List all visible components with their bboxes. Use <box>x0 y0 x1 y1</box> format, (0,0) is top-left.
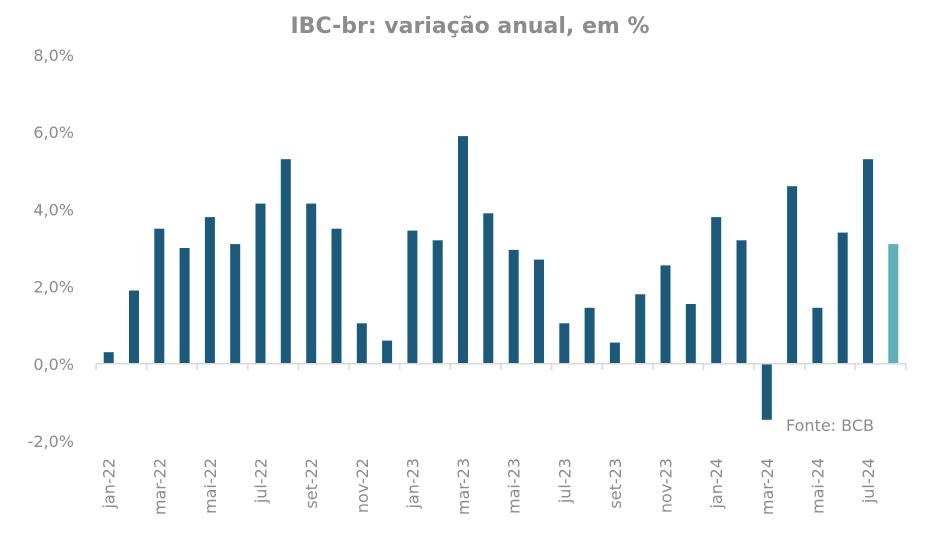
x-tick-label: set-22 <box>302 458 321 509</box>
bar-jul-24 <box>863 159 873 364</box>
y-tick-label: 8,0% <box>33 46 74 65</box>
bar-dez-22 <box>382 340 393 364</box>
x-tick-label: jul-23 <box>555 458 574 504</box>
bar-mai-24 <box>812 307 823 364</box>
x-tick-label: mar-24 <box>758 458 777 515</box>
bar-abr-23 <box>483 213 494 364</box>
bar-out-22 <box>331 228 342 364</box>
bar-abr-22 <box>179 248 190 364</box>
x-axis <box>95 363 907 370</box>
bar-fev-23 <box>432 240 443 364</box>
x-tick-label: jan-23 <box>403 458 422 510</box>
bar-fev-22 <box>129 290 139 364</box>
bar-set-22 <box>306 203 317 364</box>
x-tick-label: set-23 <box>606 458 625 509</box>
x-tick-label: mai-24 <box>808 458 827 514</box>
y-axis-ticks: -2,0% 0,0% 2,0% 4,0% 6,0% 8,0% <box>28 46 74 451</box>
x-tick-label: mar-23 <box>454 458 473 515</box>
y-tick-label: 4,0% <box>33 200 74 219</box>
bar-abr-24 <box>787 186 798 364</box>
bar-jun-23 <box>534 259 544 364</box>
y-tick-label: 2,0% <box>33 278 74 297</box>
y-tick-label: 6,0% <box>33 123 74 142</box>
x-tick-label: jul-24 <box>859 458 878 504</box>
x-tick-label: jul-22 <box>252 458 271 504</box>
bar-jan-22 <box>103 352 114 364</box>
bar-dez-23 <box>685 304 696 364</box>
bar-nov-23 <box>660 265 671 364</box>
bar-jun-22 <box>230 244 241 364</box>
bar-nov-22 <box>356 323 367 364</box>
bar-jun-24 <box>837 232 848 364</box>
bar-mai-23 <box>508 249 519 364</box>
bars <box>103 136 899 420</box>
bar-ago-22 <box>280 159 291 364</box>
x-tick-label: jan-22 <box>100 458 119 510</box>
y-tick-label: 0,0% <box>33 355 74 374</box>
bar-jul-23 <box>559 323 570 364</box>
bar-out-23 <box>635 294 646 364</box>
source-note: Fonte: BCB <box>786 416 874 435</box>
bar-ago-23 <box>584 307 595 364</box>
bar-mar-23 <box>458 136 468 364</box>
bar-mar-22 <box>154 228 165 364</box>
x-tick-label: nov-22 <box>353 458 372 513</box>
x-axis-ticks: jan-22 mar-22 mai-22 jul-22 set-22 nov-22 jan-… <box>100 458 878 515</box>
bar-set-23 <box>609 342 620 364</box>
bar-jan-24 <box>711 217 722 364</box>
y-tick-label: -2,0% <box>28 432 74 451</box>
bar-ago-24 <box>888 244 899 364</box>
x-tick-label: mai-22 <box>201 458 220 514</box>
bar-fev-24 <box>736 240 747 364</box>
x-tick-label: nov-23 <box>657 458 676 513</box>
x-tick-label: mai-23 <box>505 458 524 514</box>
chart-title: IBC-br: variação anual, em % <box>290 14 650 39</box>
x-tick-label: jan-24 <box>707 458 726 510</box>
x-tick-label: mar-22 <box>150 458 169 515</box>
bar-mar-24 <box>761 363 772 420</box>
bar-jul-22 <box>255 203 266 364</box>
bar-jan-23 <box>407 230 418 364</box>
bar-mai-22 <box>204 217 215 364</box>
